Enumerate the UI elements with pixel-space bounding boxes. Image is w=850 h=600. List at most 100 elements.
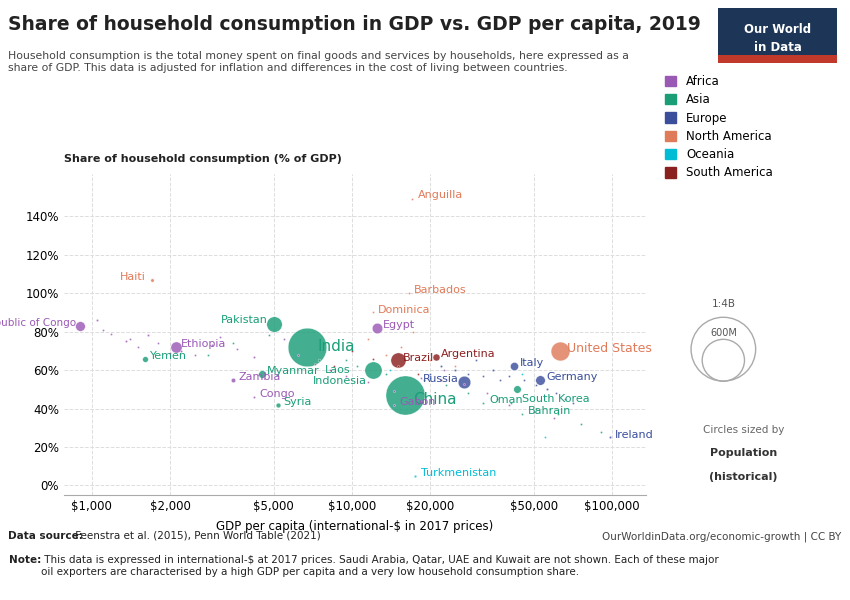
Text: Barbados: Barbados <box>414 286 467 295</box>
Point <box>429 352 443 361</box>
Point <box>552 409 565 419</box>
Point <box>549 388 563 398</box>
Point <box>247 392 261 402</box>
Point <box>534 375 547 385</box>
Point <box>405 194 419 204</box>
Point <box>394 342 408 352</box>
Point <box>326 361 340 371</box>
Text: Oman: Oman <box>489 395 523 405</box>
Point <box>449 361 462 371</box>
Point <box>423 356 437 365</box>
Text: Feenstra et al. (2015), Penn World Table (2021): Feenstra et al. (2015), Penn World Table… <box>72 531 321 541</box>
Point <box>402 289 416 298</box>
Point <box>323 365 337 375</box>
Point <box>247 352 261 361</box>
Point <box>383 365 397 375</box>
Text: Laos: Laos <box>325 365 351 375</box>
Text: Population: Population <box>710 448 778 458</box>
Point <box>399 390 412 400</box>
Point <box>502 400 515 409</box>
Point <box>366 354 379 364</box>
Point <box>518 375 531 385</box>
Point <box>408 471 422 481</box>
Point <box>449 365 462 375</box>
Point <box>530 404 543 413</box>
Text: Ireland: Ireland <box>615 430 654 440</box>
Point <box>575 419 588 428</box>
Point <box>379 369 393 379</box>
Point <box>540 385 553 394</box>
Bar <box>718 55 837 63</box>
Point <box>437 365 451 375</box>
Point <box>553 346 567 356</box>
Text: Bahrain: Bahrain <box>528 406 571 416</box>
Point <box>371 323 384 332</box>
Point <box>387 400 400 409</box>
Point <box>145 275 159 284</box>
Point <box>411 369 425 379</box>
Text: This data is expressed in international-$ at 2017 prices. Saudi Arabia, Qatar, U: This data is expressed in international-… <box>41 555 718 577</box>
Legend: Africa, Asia, Europe, North America, Oceania, South America: Africa, Asia, Europe, North America, Oce… <box>665 75 773 179</box>
Text: 1:4B: 1:4B <box>711 299 735 309</box>
Point <box>300 342 314 352</box>
Text: Russia: Russia <box>422 374 459 384</box>
Point <box>415 373 428 383</box>
Point <box>131 342 145 352</box>
Text: Italy: Italy <box>519 358 544 368</box>
Text: Syria: Syria <box>284 397 312 407</box>
Point <box>123 335 137 344</box>
Point <box>391 356 405 365</box>
Point <box>292 350 305 359</box>
Point <box>142 331 156 340</box>
Point <box>96 325 110 334</box>
Point <box>510 385 524 394</box>
Text: Turkmenistan: Turkmenistan <box>421 468 496 478</box>
Point <box>515 409 529 419</box>
Point <box>406 327 420 337</box>
Text: in Data: in Data <box>754 41 802 54</box>
Point <box>515 369 529 379</box>
Text: Note:: Note: <box>8 555 41 565</box>
Text: OurWorldinData.org/economic-growth | CC BY: OurWorldinData.org/economic-growth | CC … <box>603 531 842 541</box>
Point <box>417 375 431 385</box>
Text: 600M: 600M <box>710 328 737 338</box>
Point <box>263 331 276 340</box>
Text: South Korea: South Korea <box>522 394 590 404</box>
Point <box>227 375 241 385</box>
Point <box>227 338 241 348</box>
Text: Brazil: Brazil <box>403 353 434 362</box>
Point <box>547 413 561 423</box>
Point <box>603 433 616 442</box>
Text: China: China <box>413 392 457 407</box>
Point <box>457 379 471 388</box>
Point <box>387 386 400 396</box>
Point <box>201 350 215 359</box>
Text: Democratic Republic of Congo: Democratic Republic of Congo <box>0 318 76 328</box>
Text: Ethiopia: Ethiopia <box>181 339 227 349</box>
Text: Circles sized by: Circles sized by <box>703 425 785 435</box>
Point <box>462 388 475 398</box>
Point <box>439 380 453 390</box>
Text: Share of household consumption in GDP vs. GDP per capita, 2019: Share of household consumption in GDP vs… <box>8 15 701 34</box>
Point <box>477 371 490 380</box>
Point <box>169 342 183 352</box>
Point <box>271 400 285 409</box>
Point <box>151 338 165 348</box>
Point <box>189 350 202 359</box>
Point <box>434 361 448 371</box>
Text: United States: United States <box>567 341 652 355</box>
Text: India: India <box>318 340 355 355</box>
Point <box>423 369 437 379</box>
Point <box>391 361 405 371</box>
Point <box>530 380 543 390</box>
X-axis label: GDP per capita (international-$ in 2017 prices): GDP per capita (international-$ in 2017 … <box>216 520 494 533</box>
Point <box>366 308 379 317</box>
Point <box>230 344 243 354</box>
Point <box>423 373 437 383</box>
Text: Our World: Our World <box>745 23 811 37</box>
Point <box>119 337 133 346</box>
Text: Zambia: Zambia <box>239 372 281 382</box>
Point <box>379 350 393 359</box>
Text: Yemen: Yemen <box>150 351 188 361</box>
Point <box>493 375 507 385</box>
